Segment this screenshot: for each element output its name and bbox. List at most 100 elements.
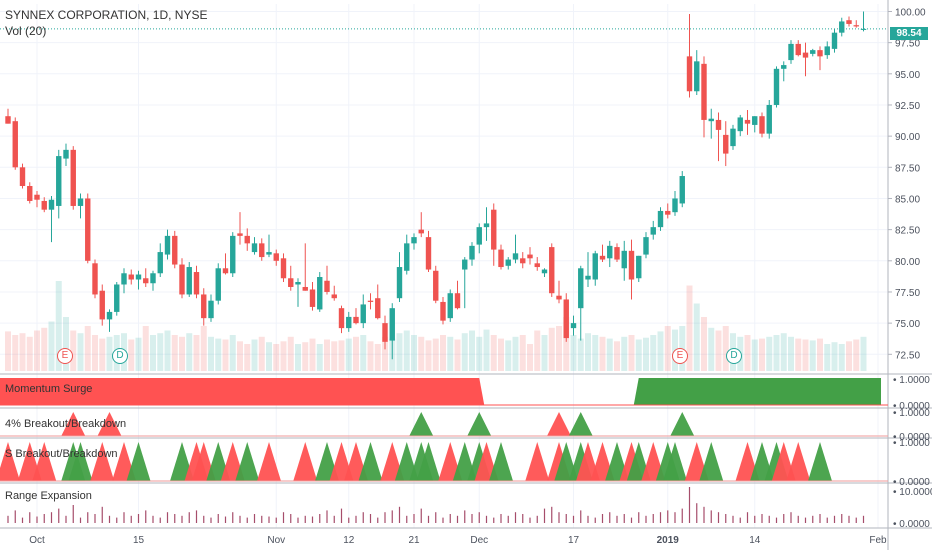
candle-body	[694, 61, 700, 92]
range-bar	[507, 515, 509, 523]
dividend-event-icon[interactable]: D	[726, 348, 742, 364]
candle-body	[447, 293, 453, 319]
candle-body	[454, 293, 461, 309]
chart-title[interactable]: SYNNEX CORPORATION, 1D, NYSE	[5, 8, 208, 22]
breakout4-signal	[568, 412, 593, 436]
range-bar	[137, 514, 140, 523]
volume-bar	[374, 344, 381, 371]
volume-bar	[846, 341, 852, 371]
candle-body	[853, 25, 859, 27]
momentum-pane-title[interactable]: Momentum Surge	[5, 383, 93, 395]
range-bar	[391, 510, 393, 523]
candle-body	[672, 198, 678, 213]
range-bar	[377, 517, 379, 523]
candle-body	[469, 245, 475, 260]
volume-bar	[345, 338, 352, 371]
volume-bar	[599, 336, 606, 371]
price-tick-label: 100.00	[895, 7, 926, 18]
volume-bar	[708, 327, 715, 371]
candle-body	[585, 275, 591, 280]
volume-bar	[19, 333, 26, 371]
candle-body	[701, 63, 707, 120]
volume-bar	[353, 336, 359, 371]
s-breakout-signal	[0, 442, 20, 481]
candle-body	[498, 249, 504, 268]
pane-tick-label: • 0.0000	[893, 432, 930, 443]
candle-body	[752, 116, 758, 125]
volume-bar	[664, 326, 671, 371]
range-bar	[862, 515, 865, 523]
candle-body	[621, 250, 627, 269]
candle-body	[505, 259, 511, 266]
earnings-event-icon[interactable]: E	[57, 348, 73, 364]
range-bar	[485, 515, 488, 523]
candle-body	[186, 267, 192, 295]
range-bar	[246, 517, 248, 523]
candle-body	[222, 268, 229, 274]
candle-body	[48, 199, 55, 210]
range-bar	[65, 515, 67, 523]
range-pane-title[interactable]: Range Expansion	[5, 490, 92, 502]
range-bar	[609, 512, 611, 523]
s-breakout-signal	[235, 442, 260, 481]
volume-bar	[527, 344, 533, 371]
s-breakout-signal	[416, 442, 441, 481]
candle-body	[12, 121, 18, 168]
volume-bar	[817, 338, 823, 371]
time-tick-label: 17	[568, 535, 580, 546]
range-bar	[703, 506, 705, 523]
breakout4-pane-title[interactable]: 4% Breakout/Breakdown	[5, 418, 127, 430]
s-breakout-signal	[786, 442, 811, 481]
candle-body	[607, 245, 613, 259]
range-bar	[348, 517, 350, 523]
volume-bar	[606, 338, 613, 371]
volume-bar	[287, 336, 294, 371]
s-breakout-signal	[808, 442, 832, 481]
candle-body	[643, 237, 649, 255]
candle-body	[534, 263, 540, 268]
candle-body	[114, 284, 120, 312]
volume-bar	[186, 333, 193, 371]
dividend-event-icon[interactable]: D	[112, 348, 128, 364]
range-bar	[203, 515, 205, 523]
volume-bar	[643, 337, 649, 371]
candle-body	[556, 295, 562, 300]
range-bar	[14, 510, 16, 523]
candle-body	[788, 43, 794, 61]
candle-body	[802, 52, 809, 58]
range-bar	[471, 514, 473, 523]
candle-body	[128, 274, 134, 280]
range-bar	[696, 503, 698, 523]
s-breakout-signal	[525, 442, 550, 481]
volume-bar	[824, 344, 831, 371]
volume-bar	[614, 341, 620, 371]
candle-body	[527, 254, 533, 259]
candle-body	[817, 50, 823, 57]
candle-body	[425, 237, 432, 270]
range-bar	[311, 516, 314, 523]
s-breakout-signal	[699, 442, 724, 481]
candle-body	[375, 298, 381, 319]
sbreak-pane-title[interactable]: S Breakout/Breakdown	[5, 448, 118, 460]
range-bar	[304, 515, 306, 523]
range-bar	[355, 515, 357, 523]
pane-tick-label: • 1.0000	[893, 375, 930, 386]
candle-body	[599, 255, 606, 260]
volume-bar	[396, 333, 403, 371]
candle-body	[650, 227, 656, 235]
volume-bar	[331, 341, 338, 371]
range-bar	[275, 517, 277, 523]
volume-bar	[585, 333, 591, 371]
candle-body	[295, 281, 301, 285]
volume-bar	[563, 317, 570, 371]
range-bar	[746, 512, 749, 523]
volume-bar	[92, 335, 98, 371]
candle-body	[520, 258, 526, 264]
range-bar	[464, 510, 466, 523]
candle-body	[259, 243, 265, 258]
candle-body	[331, 294, 337, 299]
volume-legend[interactable]: Vol (20)	[5, 24, 47, 38]
earnings-event-icon[interactable]: E	[672, 348, 688, 364]
volume-bar	[809, 340, 816, 371]
pane-tick-label: • 0.0000	[893, 519, 930, 530]
